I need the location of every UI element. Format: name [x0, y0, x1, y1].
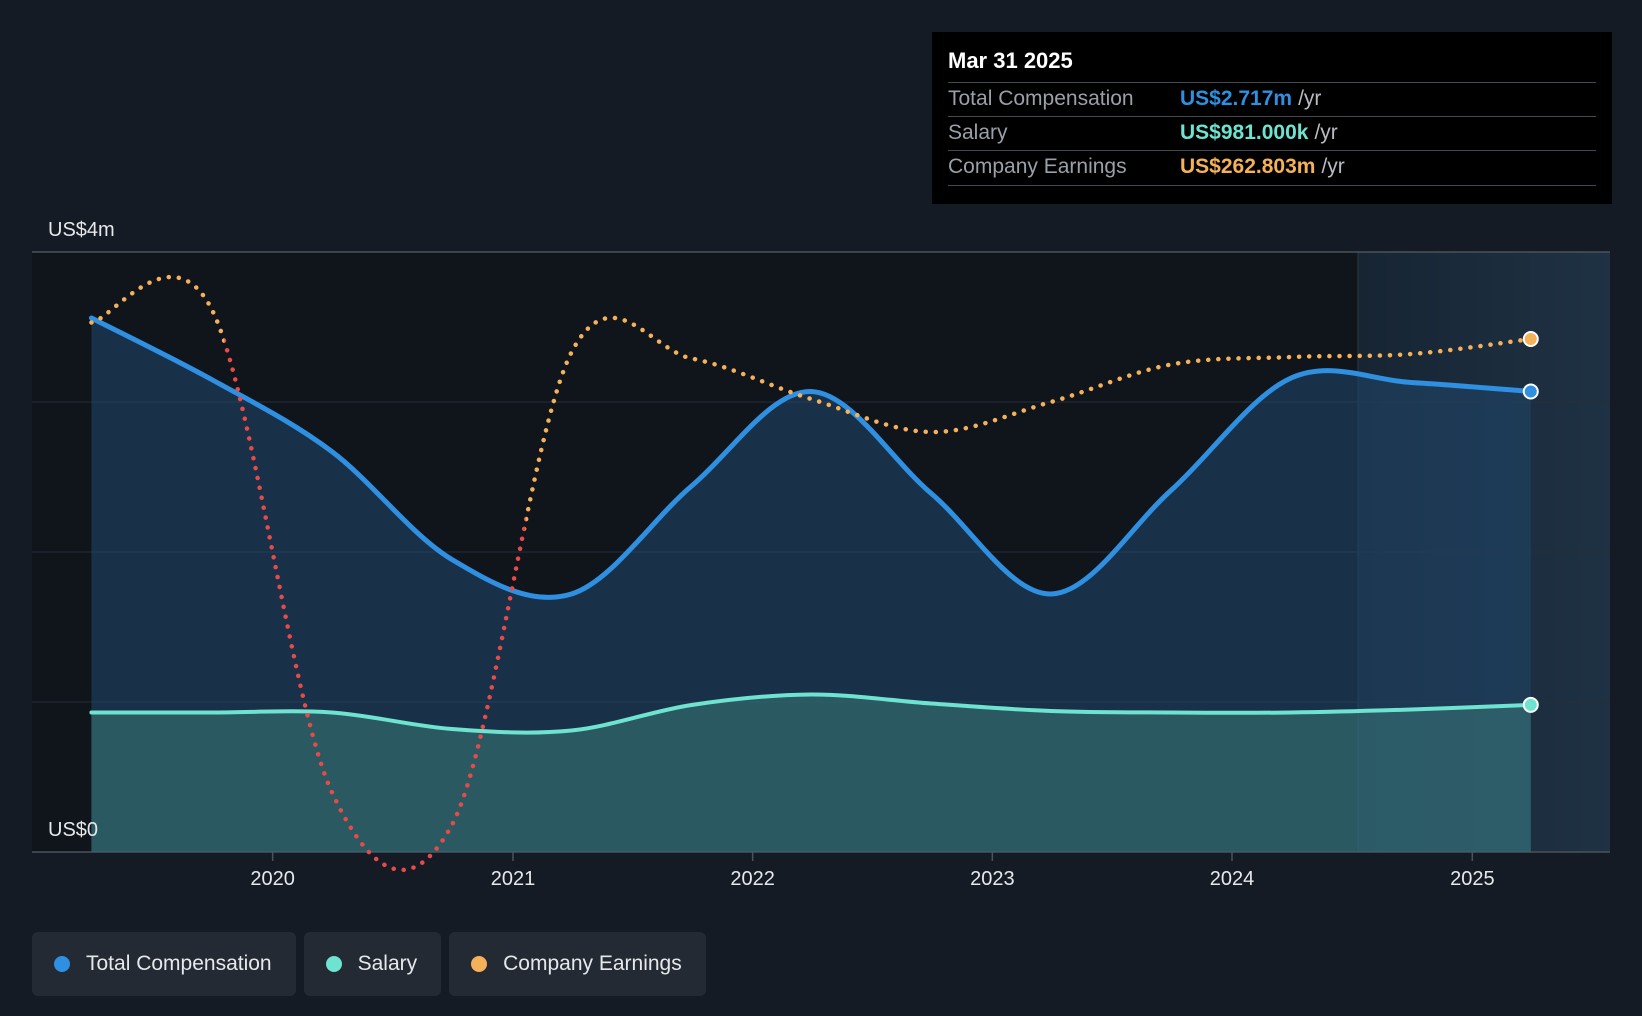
tooltip-unit: /yr: [1298, 87, 1322, 110]
end-marker-total-compensation: [1522, 383, 1539, 400]
y-label-top: US$4m: [48, 219, 115, 241]
line-total-compensation: [88, 315, 1534, 600]
tooltip-amount: US$2.717m: [1180, 87, 1293, 110]
x-tick-label: 2023: [970, 868, 1015, 890]
tooltip-label: Salary: [948, 121, 1008, 144]
legend-label: Company Earnings: [503, 952, 682, 975]
end-marker-salary: [1522, 696, 1539, 713]
tooltip-row-total-compensation: Total Compensation US$2.717m/yr: [948, 82, 1596, 117]
tooltip-label: Company Earnings: [948, 155, 1127, 178]
end-marker-company-earnings: [1522, 331, 1539, 347]
x-tick-label: 2024: [1210, 868, 1255, 890]
tooltip-value: US$981.000k/yr: [1180, 121, 1338, 145]
legend-dot-icon: [54, 956, 70, 972]
legend: Total Compensation Salary Company Earnin…: [32, 932, 706, 996]
tooltip-row-company-earnings: Company Earnings US$262.803m/yr: [948, 150, 1596, 186]
line-company-earnings: [89, 275, 1534, 873]
tooltip-date: Mar 31 2025: [948, 48, 1073, 73]
x-tick-label: 2022: [730, 868, 775, 890]
x-axis: 2020 2021 2022 2023 2024 2025: [250, 852, 1495, 890]
tooltip-amount: US$262.803m: [1180, 155, 1316, 178]
legend-dot-icon: [471, 956, 488, 972]
tooltip-amount: US$981.000k: [1180, 121, 1309, 144]
tooltip-value: US$2.717m/yr: [1180, 87, 1321, 111]
legend-dot-icon: [325, 956, 342, 972]
series-areas: [91, 318, 1531, 852]
line-salary: [89, 692, 1533, 735]
legend-item-salary[interactable]: Salary: [303, 932, 442, 996]
tooltip-value: US$262.803m/yr: [1180, 155, 1345, 179]
x-tick-label: 2020: [250, 868, 295, 890]
tooltip-row-salary: Salary US$981.000k/yr: [948, 116, 1596, 151]
tooltip-unit: /yr: [1321, 155, 1345, 178]
x-tick-label: 2021: [491, 868, 536, 890]
legend-label: Total Compensation: [86, 952, 272, 975]
series-lines: [88, 275, 1534, 873]
legend-item-total-compensation[interactable]: Total Compensation: [32, 932, 296, 996]
tooltip: Mar 31 2025 Total Compensation US$2.717m…: [932, 32, 1612, 204]
legend-label: Salary: [357, 952, 418, 975]
x-tick-label: 2025: [1450, 868, 1495, 890]
series-end-markers: [1522, 331, 1539, 713]
tooltip-unit: /yr: [1314, 121, 1338, 144]
y-label-bottom: US$0: [48, 819, 98, 841]
tooltip-label: Total Compensation: [948, 87, 1134, 110]
legend-item-company-earnings[interactable]: Company Earnings: [449, 932, 706, 996]
area-salary: [91, 694, 1531, 852]
